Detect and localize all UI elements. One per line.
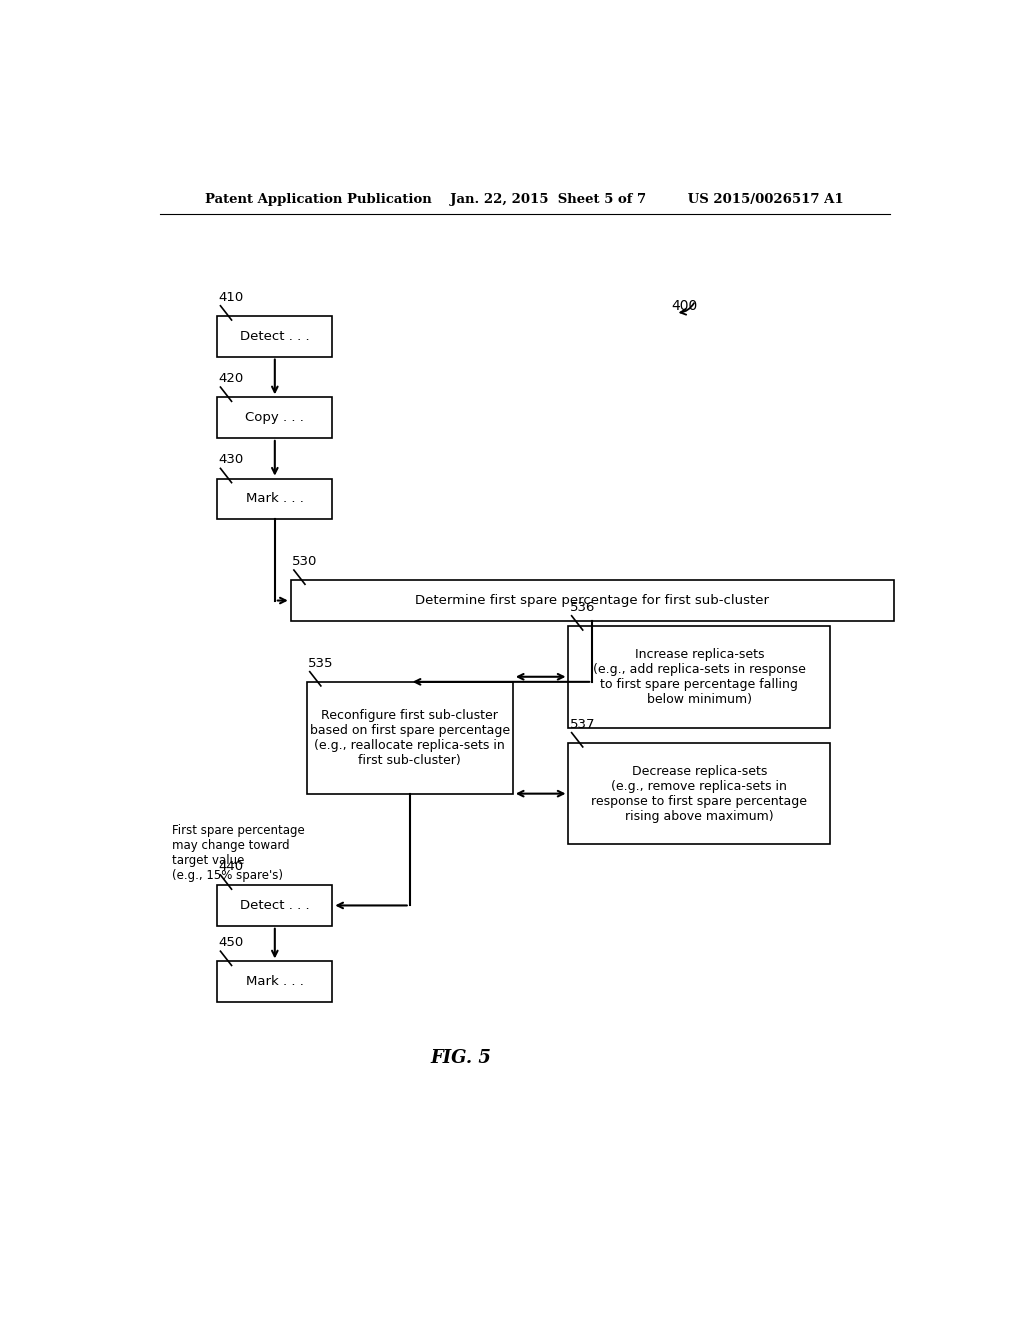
- Text: 430: 430: [219, 453, 244, 466]
- Bar: [217, 961, 333, 1002]
- Text: Patent Application Publication    Jan. 22, 2015  Sheet 5 of 7         US 2015/00: Patent Application Publication Jan. 22, …: [206, 193, 844, 206]
- Text: Mark . . .: Mark . . .: [246, 492, 304, 506]
- Text: 420: 420: [219, 372, 244, 385]
- Text: 400: 400: [672, 298, 698, 313]
- Text: 535: 535: [308, 656, 334, 669]
- Text: Decrease replica-sets
(e.g., remove replica-sets in
response to first spare perc: Decrease replica-sets (e.g., remove repl…: [592, 764, 807, 822]
- Text: 410: 410: [219, 290, 244, 304]
- Text: First spare percentage
may change toward
target value
(e.g., 15% spare's): First spare percentage may change toward…: [172, 824, 304, 882]
- Bar: [217, 479, 333, 519]
- Bar: [306, 682, 513, 793]
- Text: 530: 530: [292, 554, 317, 568]
- Text: Mark . . .: Mark . . .: [246, 975, 304, 989]
- Text: 450: 450: [219, 936, 244, 949]
- Text: Reconfigure first sub-cluster
based on first spare percentage
(e.g., reallocate : Reconfigure first sub-cluster based on f…: [309, 709, 510, 767]
- Text: Determine first spare percentage for first sub-cluster: Determine first spare percentage for fir…: [416, 594, 769, 607]
- Bar: [568, 743, 830, 845]
- Text: 440: 440: [219, 859, 244, 873]
- Text: Copy . . .: Copy . . .: [246, 411, 304, 424]
- Bar: [217, 886, 333, 925]
- Text: Detect . . .: Detect . . .: [240, 330, 309, 343]
- Text: 536: 536: [570, 601, 595, 614]
- Bar: [217, 397, 333, 438]
- Bar: [568, 626, 830, 727]
- Text: Increase replica-sets
(e.g., add replica-sets in response
to first spare percent: Increase replica-sets (e.g., add replica…: [593, 648, 806, 706]
- Bar: [217, 315, 333, 356]
- Bar: [291, 581, 894, 620]
- Text: Detect . . .: Detect . . .: [240, 899, 309, 912]
- Text: FIG. 5: FIG. 5: [431, 1049, 492, 1067]
- Text: 537: 537: [570, 718, 596, 731]
